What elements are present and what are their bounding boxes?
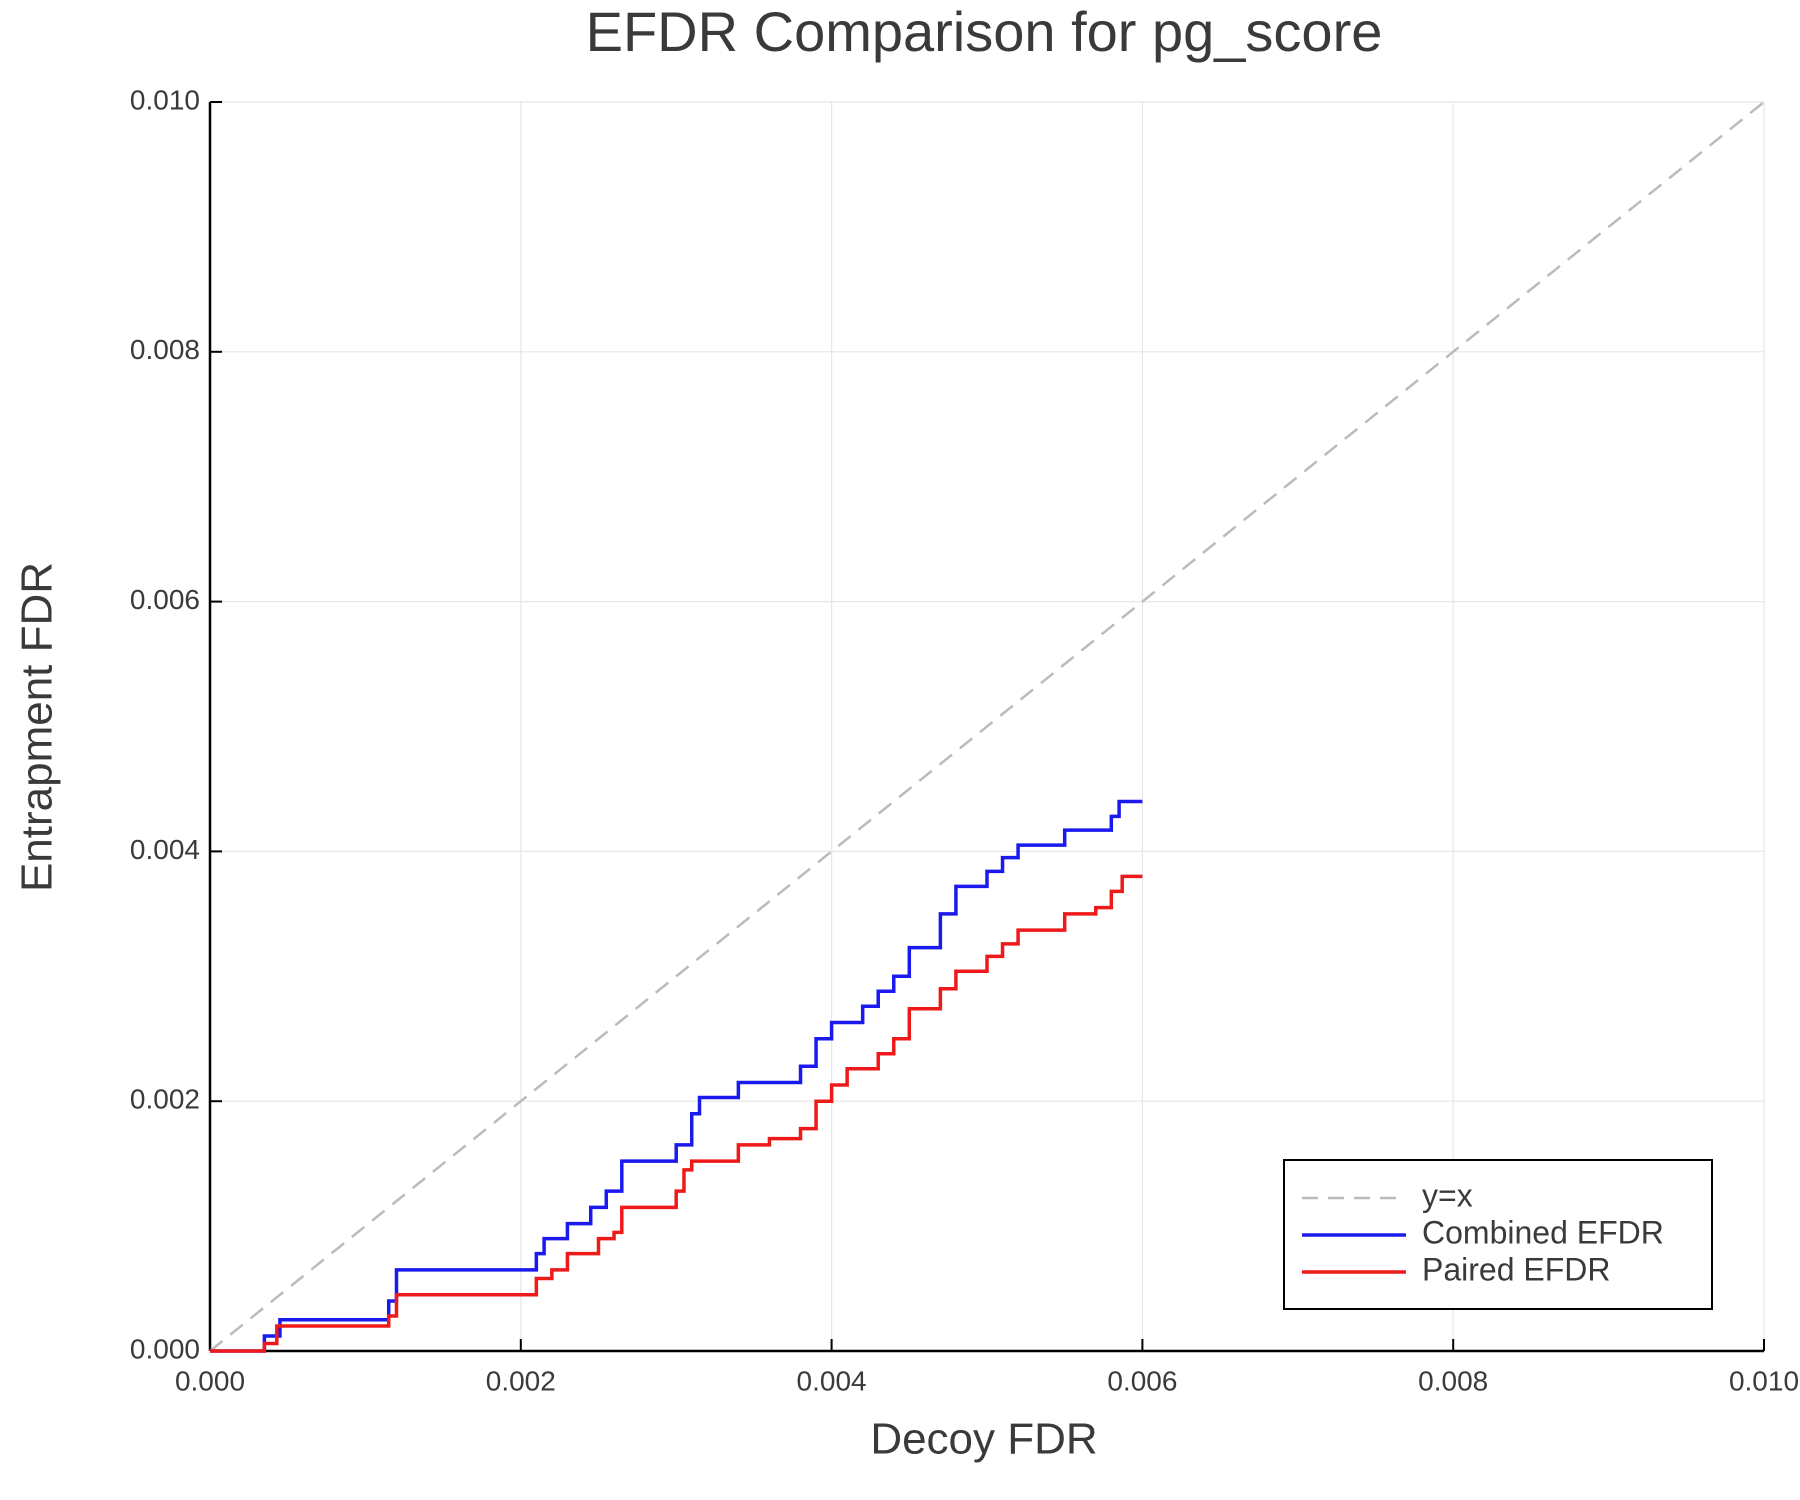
y-tick-label: 0.008 <box>130 334 200 365</box>
y-tick-label: 0.010 <box>130 84 200 115</box>
y-tick-label: 0.006 <box>130 584 200 615</box>
series-line <box>209 101 1765 1352</box>
x-tick-label: 0.010 <box>1729 1365 1799 1396</box>
x-tick-label: 0.002 <box>486 1365 556 1396</box>
series-line <box>210 874 1143 1353</box>
chart-title: EFDR Comparison for pg_score <box>586 0 1383 63</box>
x-axis-label: Decoy FDR <box>870 1415 1097 1464</box>
series-line <box>210 799 1143 1353</box>
y-tick-label: 0.002 <box>130 1084 200 1115</box>
y-tick-label: 0.004 <box>130 834 200 865</box>
legend-label: Combined EFDR <box>1422 1214 1664 1250</box>
x-tick-label: 0.000 <box>175 1365 245 1396</box>
x-tick-label: 0.008 <box>1418 1365 1488 1396</box>
x-tick-label: 0.004 <box>797 1365 867 1396</box>
x-tick-label: 0.006 <box>1107 1365 1177 1396</box>
y-axis-label: Entrapment FDR <box>13 562 62 892</box>
y-tick-label: 0.000 <box>130 1333 200 1364</box>
legend-label: y=x <box>1422 1177 1473 1213</box>
legend-label: Paired EFDR <box>1422 1251 1611 1287</box>
